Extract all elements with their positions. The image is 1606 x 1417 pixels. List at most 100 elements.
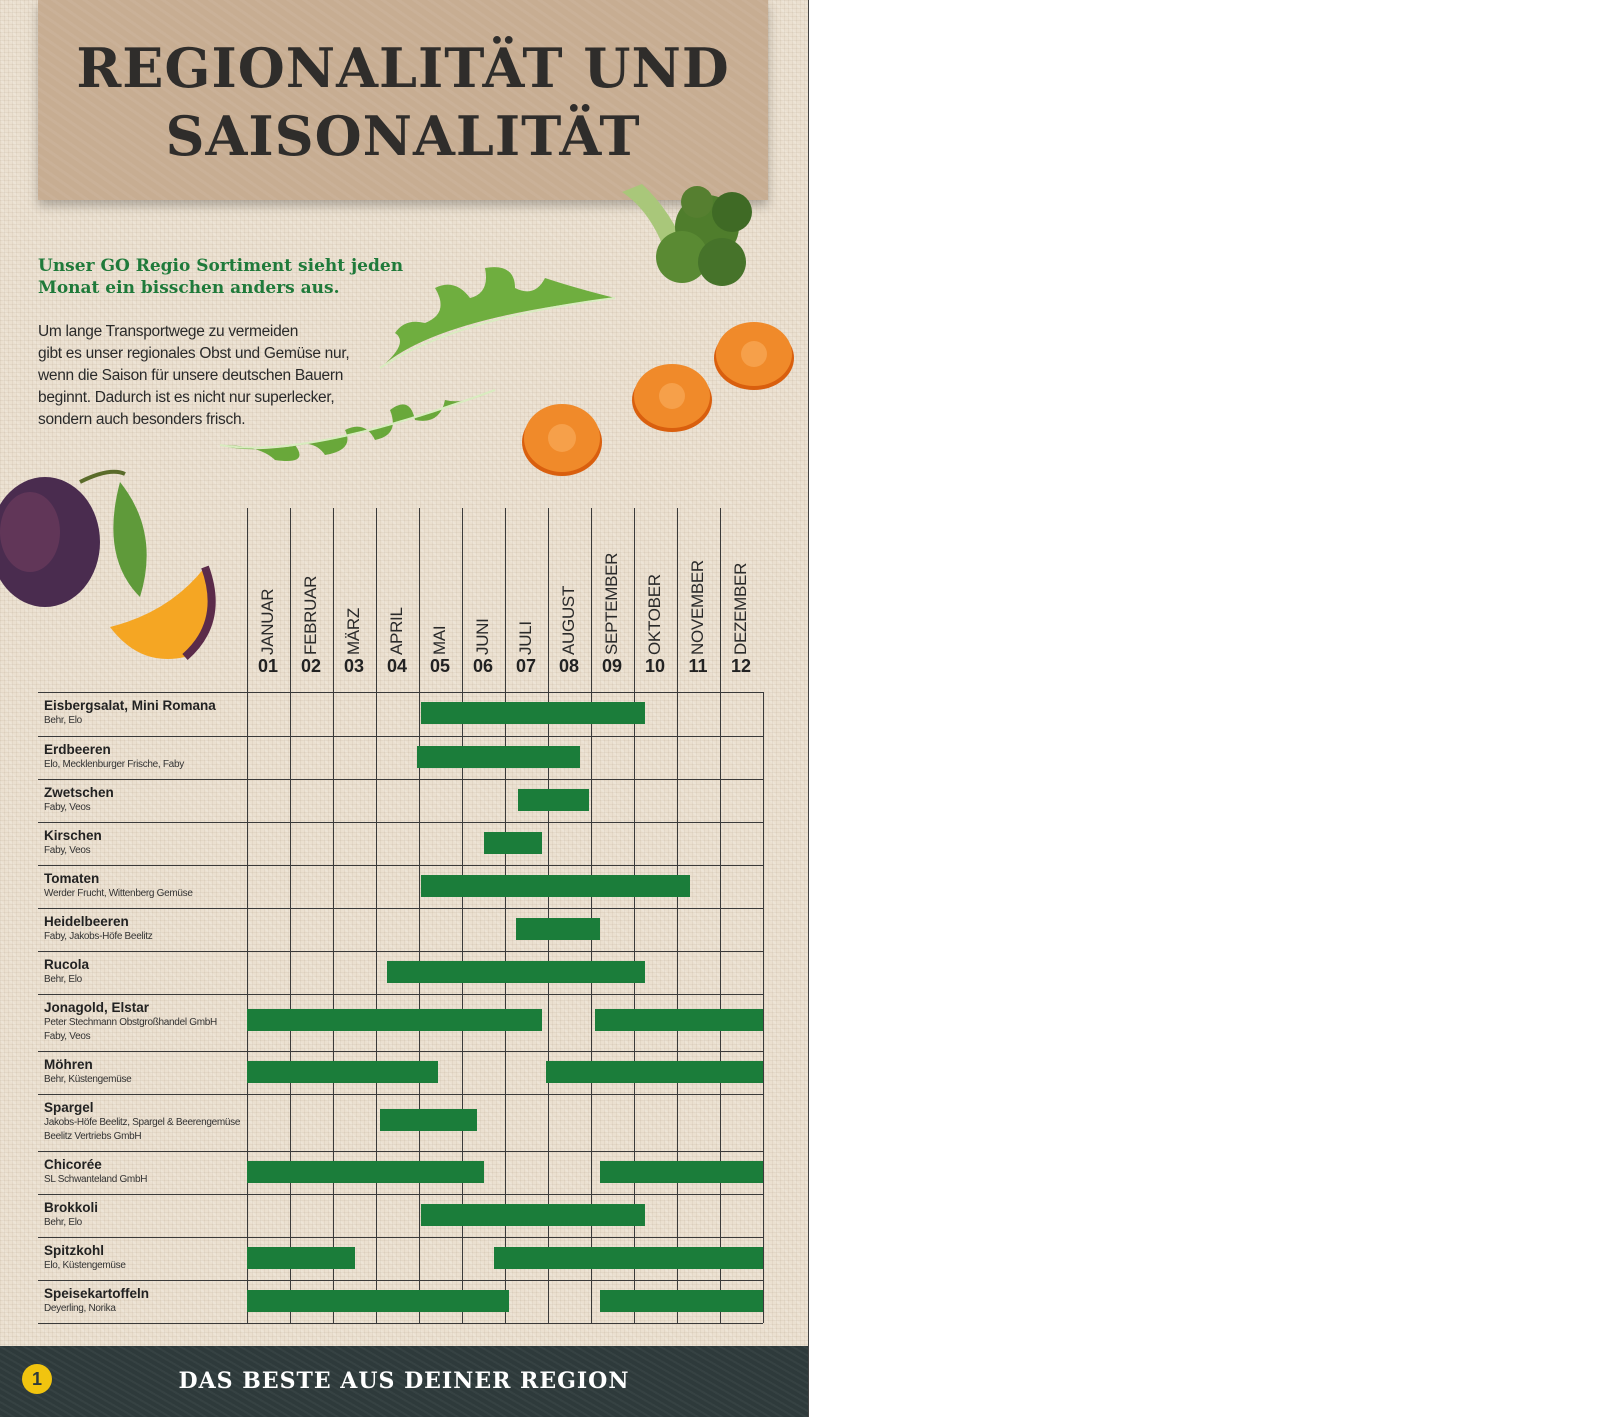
grid-line-vertical (634, 508, 635, 1323)
grid-line-vertical (376, 508, 377, 1323)
produce-name: Erdbeeren (44, 742, 111, 757)
produce-label: Spargel Jakobs-Höfe Beelitz, Spargel & Be… (44, 1100, 244, 1144)
grid-line-horizontal (38, 822, 763, 823)
brand-logo-icon: 1 (22, 1364, 52, 1394)
subtitle-line-2: Monat ein bisschen anders aus. (38, 278, 340, 298)
produce-name: Spargel (44, 1100, 94, 1115)
month-label: FEBRUAR (301, 575, 320, 655)
grid-line-vertical (247, 508, 248, 1323)
produce-label: Speisekartoffeln Deyerling, Norika (44, 1286, 244, 1316)
grid-line-horizontal (38, 692, 763, 693)
produce-label: Jonagold, Elstar Peter Stechmann Obstgroß… (44, 1000, 244, 1044)
grid-line-horizontal (38, 1151, 763, 1152)
season-bar (545, 1061, 763, 1083)
produce-source: Faby, Veos (44, 802, 91, 813)
month-label: JANUAR (258, 588, 277, 655)
month-number: 09 (601, 656, 623, 676)
produce-source: Faby, Veos (44, 845, 91, 856)
produce-label: Brokkoli Behr, Elo (44, 1200, 244, 1230)
season-bar (599, 1290, 763, 1312)
broccoli-icon (622, 184, 752, 286)
month-number: 04 (386, 656, 408, 676)
season-bar (599, 1161, 763, 1183)
footer-slogan: DAS BESTE AUS DEINER REGION (178, 1368, 630, 1394)
season-bar (247, 1061, 439, 1083)
season-bar (517, 789, 589, 811)
produce-source: Elo, Mecklenburger Frische, Faby (44, 759, 184, 770)
month-number: 06 (472, 656, 494, 676)
season-bar (515, 918, 600, 940)
produce-source: Deyerling, Norika (44, 1303, 116, 1314)
grid-line-vertical (419, 508, 420, 1323)
season-bar (386, 961, 645, 983)
produce-label: Erdbeeren Elo, Mecklenburger Frische, Fab… (44, 742, 244, 772)
month-label: JUNI (473, 618, 492, 655)
intro-text: Um lange Transportwege zu vermeiden gibt… (38, 321, 378, 431)
season-bar (421, 1204, 645, 1226)
produce-source: Peter Stechmann Obstgroßhandel GmbH (44, 1017, 217, 1028)
month-label: MAI (430, 625, 449, 655)
grid-line-horizontal (38, 736, 763, 737)
grid-line-horizontal (38, 779, 763, 780)
grid-line-vertical (591, 508, 592, 1323)
season-bar (595, 1009, 763, 1031)
title-line-1: REGIONALITÄT UND (76, 36, 730, 100)
season-bar (416, 746, 581, 768)
produce-source: SL Schwanteland GmbH (44, 1174, 148, 1185)
produce-label: Rucola Behr, Elo (44, 957, 244, 987)
produce-name: Kirschen (44, 828, 102, 843)
season-bar (421, 702, 645, 724)
produce-name: Speisekartoffeln (44, 1286, 150, 1301)
month-number: 03 (343, 656, 365, 676)
month-label: AUGUST (559, 585, 578, 655)
month-number: 07 (515, 656, 537, 676)
season-bar (247, 1247, 355, 1269)
grid-line-horizontal (38, 951, 763, 952)
month-number: 08 (558, 656, 580, 676)
season-bar (247, 1290, 510, 1312)
produce-source: Beelitz Vertriebs GmbH (44, 1131, 142, 1142)
produce-label: Möhren Behr, Küstengemüse (44, 1057, 244, 1087)
grid-line-horizontal (38, 865, 763, 866)
produce-name: Möhren (44, 1057, 93, 1072)
produce-source: Behr, Elo (44, 974, 82, 985)
grid-line-horizontal (38, 1237, 763, 1238)
grid-line-vertical (677, 508, 678, 1323)
season-bar (494, 1247, 763, 1269)
produce-label: Heidelbeeren Faby, Jakobs-Höfe Beelitz (44, 914, 244, 944)
grid-line-horizontal (38, 1051, 763, 1052)
produce-name: Spitzkohl (44, 1243, 104, 1258)
grid-line-horizontal (38, 1323, 763, 1324)
produce-label: Zwetschen Faby, Veos (44, 785, 244, 815)
produce-name: Eisbergsalat, Mini Romana (44, 698, 216, 713)
month-number: 02 (300, 656, 322, 676)
page-title: REGIONALITÄT UND SAISONALITÄT (38, 34, 768, 170)
produce-name: Brokkoli (44, 1200, 99, 1215)
subtitle-line-1: Unser GO Regio Sortiment sieht jeden (38, 256, 404, 276)
carrot-slice-icon-2 (632, 364, 712, 432)
season-bar (247, 1161, 484, 1183)
intro-line: gibt es unser regionales Obst und Gemüse… (38, 345, 350, 362)
month-label: OKTOBER (645, 574, 664, 655)
intro-line: beginnt. Dadurch ist es nicht nur superl… (38, 389, 335, 406)
month-label: SEPTEMBER (602, 552, 621, 655)
grid-line-horizontal (38, 908, 763, 909)
season-bar (380, 1109, 478, 1131)
grid-line-vertical (505, 508, 506, 1323)
produce-label: Tomaten Werder Frucht, Wittenberg Gemüse (44, 871, 244, 901)
grid-line-horizontal (38, 1194, 763, 1195)
intro-line: sondern auch besonders frisch. (38, 411, 246, 428)
produce-name: Zwetschen (44, 785, 114, 800)
produce-source: Faby, Veos (44, 1031, 91, 1042)
grid-line-vertical (290, 508, 291, 1323)
produce-source: Behr, Küstengemüse (44, 1074, 132, 1085)
month-number: 12 (730, 656, 752, 676)
produce-label: Kirschen Faby, Veos (44, 828, 244, 858)
season-bar (247, 1009, 542, 1031)
subtitle: Unser GO Regio Sortiment sieht jeden Mon… (38, 255, 438, 299)
produce-label: Chicorée SL Schwanteland GmbH (44, 1157, 244, 1187)
produce-source: Behr, Elo (44, 715, 82, 726)
grid-line-vertical (763, 692, 764, 1323)
month-label: DEZEMBER (731, 562, 750, 655)
produce-source: Elo, Küstengemüse (44, 1260, 126, 1271)
